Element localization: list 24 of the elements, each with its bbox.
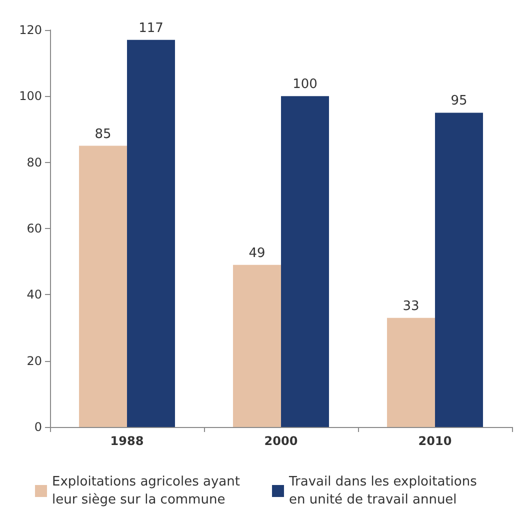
data-label: 49 — [248, 246, 266, 261]
legend-label: Travail dans les exploitations en unité de travail annuel — [288, 474, 481, 508]
bar — [387, 318, 435, 427]
data-label: 100 — [292, 77, 318, 92]
data-label: 117 — [138, 20, 164, 36]
data-label: 85 — [94, 126, 112, 142]
y-tick-label: 80 — [26, 155, 42, 170]
y-tick-label: 40 — [26, 288, 42, 302]
x-tick-label: 2010 — [418, 434, 452, 448]
y-tick-label: 120 — [19, 23, 42, 37]
y-tick-label: 100 — [19, 89, 42, 104]
y-tick-label: 20 — [26, 354, 42, 368]
legend-label: Exploitations agricoles ayant leur siège sur la commune — [52, 474, 244, 508]
bar — [435, 112, 483, 427]
y-tick-label: 60 — [26, 222, 42, 236]
bar — [233, 264, 281, 427]
data-label: 33 — [402, 298, 420, 314]
y-tick-label: 0 — [34, 420, 42, 434]
bar — [281, 96, 329, 427]
x-tick-label: 1988 — [110, 434, 144, 448]
data-label: 95 — [450, 94, 468, 109]
bar — [127, 40, 175, 427]
x-tick-label: 2000 — [264, 434, 298, 448]
bar — [79, 146, 127, 427]
